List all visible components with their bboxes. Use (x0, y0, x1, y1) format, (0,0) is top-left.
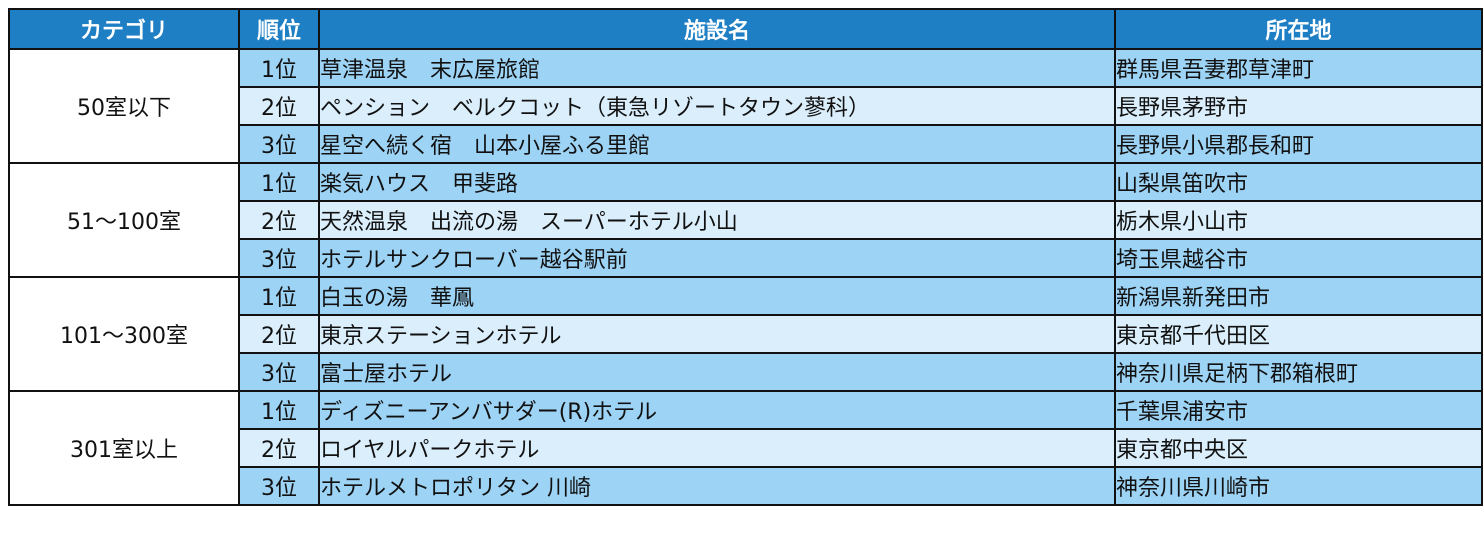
location-cell: 山梨県笛吹市 (1114, 162, 1483, 202)
rank-cell: 3位 (238, 352, 320, 392)
rank-cell: 3位 (238, 124, 320, 164)
table-row: 2位 ペンション ベルクコット（東急リゾートタウン蓼科） 長野県茅野市 (9, 86, 1483, 126)
location-cell: 東京都千代田区 (1114, 314, 1483, 354)
header-facility: 施設名 (318, 8, 1116, 50)
table-row: 3位 ホテルメトロポリタン 川崎 神奈川県川崎市 (9, 466, 1483, 506)
rank-cell: 1位 (238, 48, 320, 88)
facility-cell: 天然温泉 出流の湯 スーパーホテル小山 (318, 200, 1116, 240)
location-cell: 埼玉県越谷市 (1114, 238, 1483, 278)
rank-cell: 2位 (238, 428, 320, 468)
facility-cell: 楽気ハウス 甲斐路 (318, 162, 1116, 202)
table-row: 3位 ホテルサンクローバー越谷駅前 埼玉県越谷市 (9, 238, 1483, 278)
location-cell: 長野県茅野市 (1114, 86, 1483, 126)
table-row: 50室以下 1位 草津温泉 末広屋旅館 群馬県吾妻郡草津町 (8, 48, 1483, 164)
table-row: 2位 東京ステーションホテル 東京都千代田区 (9, 314, 1483, 354)
header-category: カテゴリ (8, 8, 240, 50)
table-row: 2位 ロイヤルパークホテル 東京都中央区 (9, 428, 1483, 468)
rank-cell: 1位 (238, 390, 320, 430)
table-row: 101～300室 1位 白玉の湯 華鳳 新潟県新発田市 (8, 276, 1483, 392)
location-cell: 東京都中央区 (1114, 428, 1483, 468)
category-cell: 101～300室 (8, 276, 240, 392)
location-cell: 長野県小県郡長和町 (1114, 124, 1483, 164)
ranking-table: カテゴリ 順位 施設名 所在地 50室以下 1位 草津温泉 末広屋旅館 群馬県吾… (8, 8, 1483, 506)
location-cell: 神奈川県川崎市 (1114, 466, 1483, 506)
rank-cell: 3位 (238, 466, 320, 506)
table-row: 51～100室 1位 楽気ハウス 甲斐路 山梨県笛吹市 (8, 162, 1483, 278)
header-location: 所在地 (1114, 8, 1483, 50)
table-row: 3位 富士屋ホテル 神奈川県足柄下郡箱根町 (9, 352, 1483, 392)
table-row: 2位 天然温泉 出流の湯 スーパーホテル小山 栃木県小山市 (9, 200, 1483, 240)
location-cell: 神奈川県足柄下郡箱根町 (1114, 352, 1483, 392)
facility-cell: ペンション ベルクコット（東急リゾートタウン蓼科） (318, 86, 1116, 126)
facility-cell: ホテルサンクローバー越谷駅前 (318, 238, 1116, 278)
table-row: 3位 星空へ続く宿 山本小屋ふる里館 長野県小県郡長和町 (9, 124, 1483, 164)
location-cell: 千葉県浦安市 (1114, 390, 1483, 430)
facility-cell: 草津温泉 末広屋旅館 (318, 48, 1116, 88)
location-cell: 新潟県新発田市 (1114, 276, 1483, 316)
table-row: 301室以上 1位 ディズニーアンバサダー(R)ホテル 千葉県浦安市 (8, 390, 1483, 506)
facility-cell: 東京ステーションホテル (318, 314, 1116, 354)
facility-cell: ディズニーアンバサダー(R)ホテル (318, 390, 1116, 430)
facility-cell: 富士屋ホテル (318, 352, 1116, 392)
location-cell: 栃木県小山市 (1114, 200, 1483, 240)
category-cell: 51～100室 (8, 162, 240, 278)
rank-cell: 3位 (238, 238, 320, 278)
facility-cell: 白玉の湯 華鳳 (318, 276, 1116, 316)
facility-cell: ロイヤルパークホテル (318, 428, 1116, 468)
header-rank: 順位 (238, 8, 320, 50)
header-row: カテゴリ 順位 施設名 所在地 (8, 8, 1483, 50)
rank-cell: 1位 (238, 276, 320, 316)
rank-cell: 1位 (238, 162, 320, 202)
facility-cell: 星空へ続く宿 山本小屋ふる里館 (318, 124, 1116, 164)
category-cell: 301室以上 (8, 390, 240, 506)
rank-cell: 2位 (238, 200, 320, 240)
rank-cell: 2位 (238, 314, 320, 354)
facility-cell: ホテルメトロポリタン 川崎 (318, 466, 1116, 506)
location-cell: 群馬県吾妻郡草津町 (1114, 48, 1483, 88)
rank-cell: 2位 (238, 86, 320, 126)
category-cell: 50室以下 (8, 48, 240, 164)
